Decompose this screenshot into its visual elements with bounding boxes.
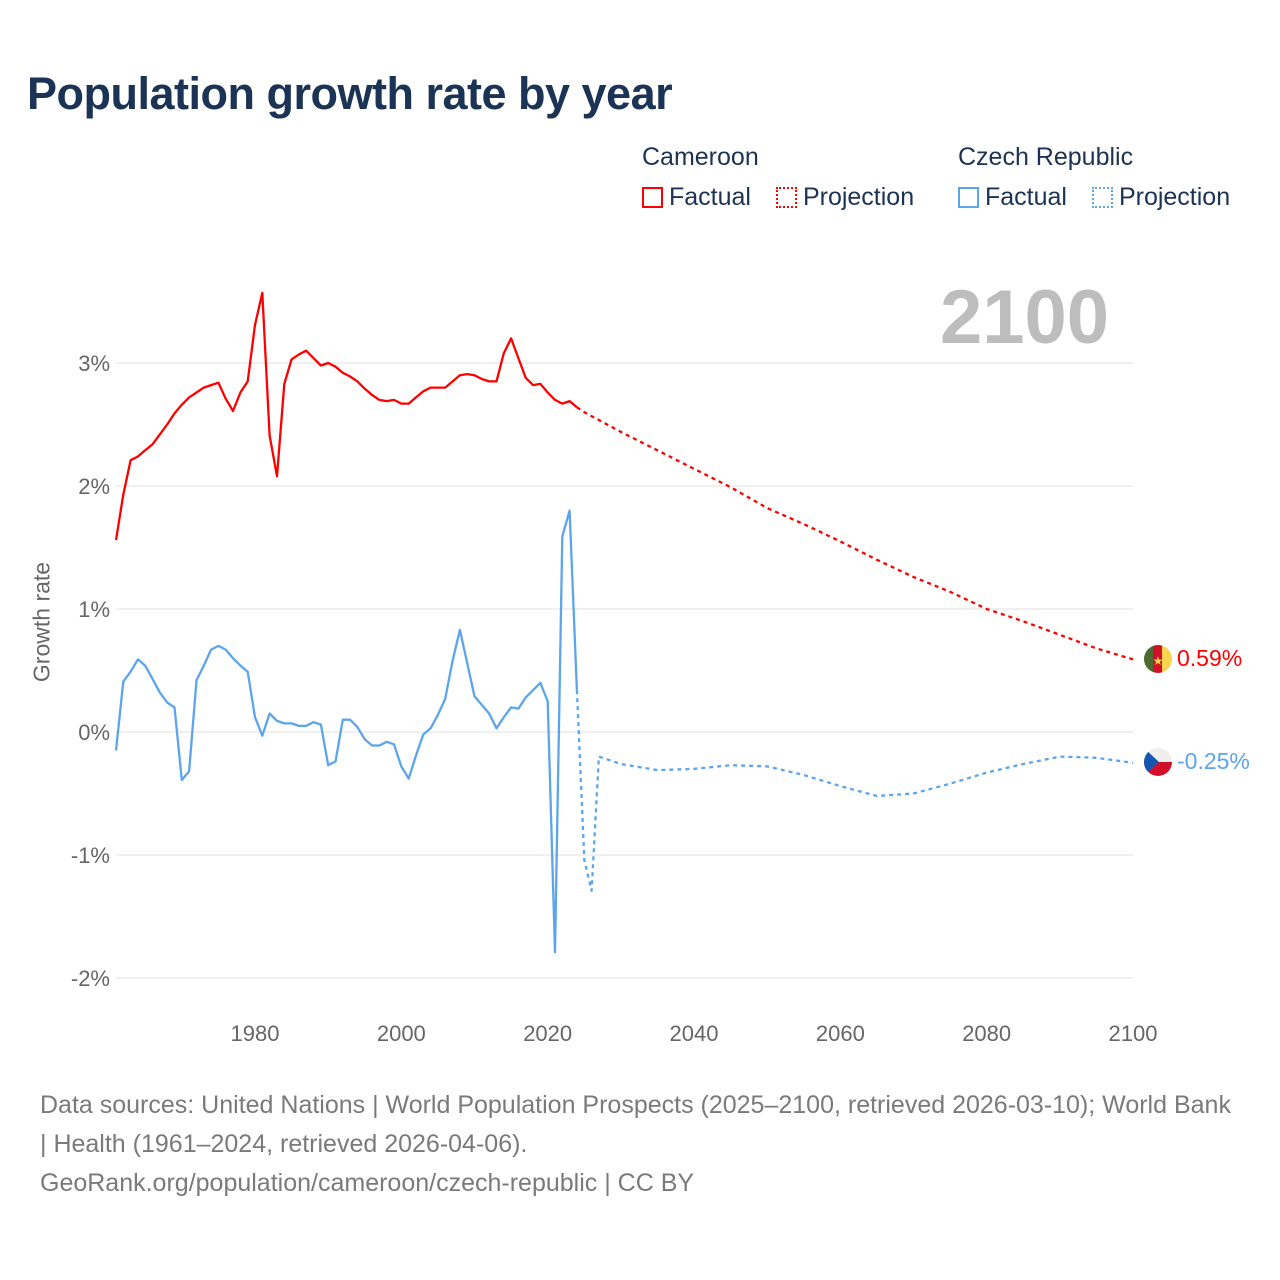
end-label-czech: -0.25% xyxy=(1177,748,1250,774)
legend-item-cameroon-projection[interactable]: Projection xyxy=(772,183,914,212)
x-tick-label: 2000 xyxy=(377,1021,426,1046)
legend-group-czech-republic: Czech Republic Factual Projection xyxy=(958,143,1244,215)
legend-label: Factual xyxy=(985,183,1067,211)
legend-label: Projection xyxy=(1118,183,1231,211)
czech-flag-icon xyxy=(1144,748,1172,776)
legend-item-czech-projection[interactable]: Projection xyxy=(1088,183,1230,212)
x-tick-label: 2060 xyxy=(816,1021,865,1046)
legend-group-title: Czech Republic xyxy=(958,143,1134,171)
x-tick-label: 2020 xyxy=(523,1021,572,1046)
series-line-cameroon-factual xyxy=(114,291,578,541)
series-line-czech-republic-projection xyxy=(575,690,1134,892)
legend-item-cameroon-factual[interactable]: Factual xyxy=(642,183,751,212)
y-tick-label: 3% xyxy=(78,351,110,376)
y-tick-label: -1% xyxy=(71,843,110,868)
series-line-cameroon-projection xyxy=(576,406,1134,661)
legend-item-czech-factual[interactable]: Factual xyxy=(958,183,1067,212)
legend-label: Factual xyxy=(669,183,751,211)
cameroon-flag-icon: ★ xyxy=(1144,645,1172,673)
x-tick-label: 1980 xyxy=(231,1021,280,1046)
data-sources: Data sources: United Nations | World Pop… xyxy=(40,1091,1231,1158)
end-label-cameroon: 0.59% xyxy=(1177,645,1242,671)
x-tick-label: 2040 xyxy=(670,1021,719,1046)
y-tick-label: 0% xyxy=(78,720,110,745)
legend-group-title: Cameroon xyxy=(642,143,759,171)
y-tick-label: -2% xyxy=(71,966,110,991)
y-tick-label: 1% xyxy=(78,597,110,622)
svg-text:★: ★ xyxy=(1153,654,1164,668)
footer: Data sources: United Nations | World Pop… xyxy=(40,1086,1240,1203)
solid-swatch-icon xyxy=(642,187,663,208)
series-line-czech-republic-factual xyxy=(114,509,579,954)
legend-group-cameroon: Cameroon Factual Projection xyxy=(642,143,928,215)
solid-swatch-icon xyxy=(958,187,979,208)
footer-link[interactable]: GeoRank.org/population/cameroon/czech-re… xyxy=(40,1169,695,1197)
x-tick-label: 2100 xyxy=(1109,1021,1158,1046)
dotted-swatch-icon xyxy=(775,187,797,208)
y-tick-label: 2% xyxy=(78,474,110,499)
x-tick-label: 2080 xyxy=(962,1021,1011,1046)
current-year-label: 2100 xyxy=(940,275,1110,360)
page-title: Population growth rate by year xyxy=(27,68,673,119)
y-axis-label: Growth rate xyxy=(28,561,55,683)
dotted-swatch-icon xyxy=(1091,187,1113,208)
legend-label: Projection xyxy=(802,183,915,211)
